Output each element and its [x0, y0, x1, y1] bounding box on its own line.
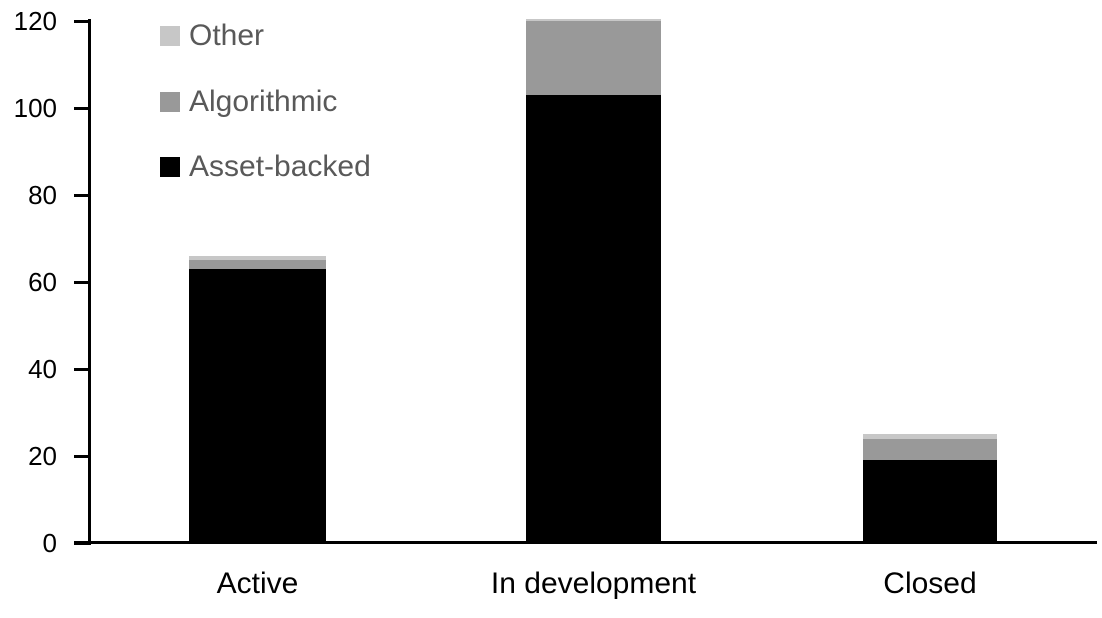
y-axis-tick-label: 60 [28, 267, 57, 297]
y-axis-tick-mark [74, 193, 89, 197]
bar-segment-asset-backed [526, 94, 661, 543]
bar-segment-other [526, 18, 661, 22]
legend-item-asset-backed: Asset-backed [160, 152, 371, 182]
y-axis-tick-mark [74, 367, 89, 371]
legend-item-algorithmic: Algorithmic [160, 87, 337, 117]
y-axis-tick-label: 120 [13, 6, 57, 36]
y-axis-tick-mark [74, 19, 89, 23]
legend-swatch-icon [160, 92, 180, 112]
y-axis-tick-label: 20 [28, 441, 57, 471]
y-axis-tick-mark [74, 280, 89, 284]
x-axis-category-label: Closed [883, 567, 977, 600]
y-axis-tick-mark [74, 106, 89, 110]
legend-swatch-icon [160, 26, 180, 46]
y-axis-tick-label: 100 [13, 93, 57, 123]
bar-active [189, 255, 326, 543]
x-axis-category-label: Active [216, 567, 299, 600]
y-axis-tick-label: 80 [28, 180, 57, 210]
y-axis-tick-label: 0 [42, 528, 57, 558]
legend-label: Algorithmic [189, 85, 338, 118]
x-axis-category-label: In development [490, 567, 697, 600]
legend-item-other: Other [160, 21, 264, 51]
bar-segment-algorithmic [863, 438, 997, 461]
bar-segment-algorithmic [526, 21, 661, 95]
y-axis-tick-mark [74, 454, 89, 458]
bar-closed [863, 434, 997, 543]
legend-label: Asset-backed [189, 150, 371, 183]
y-axis-tick-label: 40 [28, 354, 57, 384]
bar-segment-other [189, 255, 326, 261]
bar-segment-other [863, 434, 997, 439]
legend-swatch-icon [160, 157, 180, 177]
legend-label: Other [189, 19, 265, 52]
bar-segment-algorithmic [189, 260, 326, 269]
bar-segment-asset-backed [863, 460, 997, 543]
bar-segment-asset-backed [189, 268, 326, 543]
y-axis-line [88, 19, 91, 545]
bar-in-development [526, 18, 661, 543]
